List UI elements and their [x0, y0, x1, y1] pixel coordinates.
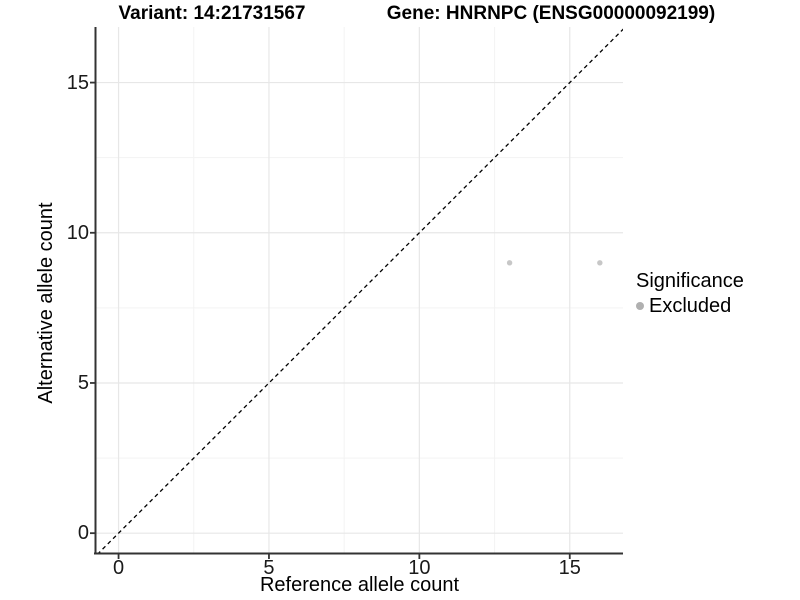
- legend-item-excluded: Excluded: [636, 295, 744, 317]
- data-point: [506, 260, 513, 266]
- panel-area: [96, 27, 623, 553]
- y-tick-label: 0: [77, 522, 89, 545]
- legend: Significance Excluded: [636, 269, 744, 317]
- x-tick-label: 0: [112, 557, 125, 579]
- excluded-point-icon: [636, 302, 644, 310]
- y-tick-label: 5: [77, 371, 89, 394]
- y-tick-label: 15: [66, 71, 89, 94]
- plot-title-gene: Gene: HNRNPC (ENSG00000092199): [386, 3, 716, 24]
- plot-title-variant: Variant: 14:21731567: [118, 3, 306, 24]
- x-tick-label: 15: [558, 557, 581, 579]
- x-tick-label: 5: [263, 557, 275, 579]
- y-axis-title: Alternative allele count: [35, 202, 57, 404]
- legend-title: Significance: [636, 270, 744, 292]
- x-tick-label: 10: [408, 557, 431, 579]
- legend-item-label: Excluded: [649, 295, 732, 317]
- y-tick-label: 10: [66, 221, 89, 244]
- data-point: [597, 260, 603, 266]
- x-axis-title: Reference allele count: [259, 574, 459, 596]
- identity-line: [97, 28, 623, 553]
